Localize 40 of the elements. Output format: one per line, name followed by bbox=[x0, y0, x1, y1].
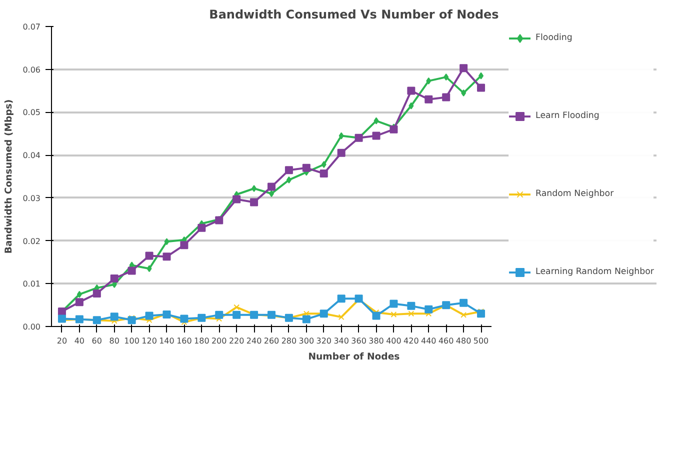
x-tick-label: 460 bbox=[438, 336, 454, 346]
y-tick-label: 0.05 bbox=[22, 108, 40, 118]
y-tick-label: 0.03 bbox=[22, 194, 40, 203]
x-tick-label: 440 bbox=[421, 336, 436, 346]
x-tick-label: 120 bbox=[142, 336, 157, 346]
y-tick-label: 0.01 bbox=[22, 280, 40, 289]
x-tick-label: 160 bbox=[176, 336, 192, 346]
x-tick-label: 260 bbox=[264, 336, 280, 346]
y-tick-label: 0.02 bbox=[22, 236, 40, 246]
x-tick-label: 360 bbox=[351, 336, 366, 346]
y-tick-label: 0.07 bbox=[22, 22, 40, 32]
legend-label: Random Neighbor bbox=[536, 189, 614, 199]
x-tick-label: 220 bbox=[228, 336, 244, 346]
x-tick-label: 340 bbox=[334, 336, 349, 346]
y-axis-title: Bandwidth Consumed (Mbps) bbox=[4, 99, 15, 254]
x-tick-label: 40 bbox=[74, 336, 85, 346]
x-tick-label: 500 bbox=[473, 336, 489, 346]
x-tick-label: 240 bbox=[246, 336, 262, 346]
chart-title: Bandwidth Consumed Vs Number of Nodes bbox=[209, 8, 499, 22]
x-tick-label: 200 bbox=[211, 336, 227, 346]
x-tick-label: 80 bbox=[109, 336, 120, 346]
legend-label: Learn Flooding bbox=[536, 111, 600, 121]
x-tick-label: 480 bbox=[456, 336, 472, 346]
x-tick-label: 420 bbox=[404, 336, 419, 346]
x-tick-label: 300 bbox=[298, 336, 314, 346]
legend-label: Learning Random Neighbor bbox=[536, 267, 654, 277]
x-tick-label: 280 bbox=[281, 336, 297, 346]
legend-label: Flooding bbox=[536, 33, 572, 43]
y-tick-label: 0.06 bbox=[22, 65, 40, 74]
x-tick-label: 320 bbox=[316, 336, 332, 346]
x-tick-label: 140 bbox=[159, 336, 174, 346]
x-tick-label: 180 bbox=[194, 336, 210, 346]
x-tick-label: 400 bbox=[386, 336, 402, 346]
x-tick-label: 380 bbox=[368, 336, 384, 346]
x-tick-label: 20 bbox=[56, 336, 68, 346]
y-tick-label: 0.04 bbox=[22, 151, 40, 160]
x-tick-label: 100 bbox=[124, 336, 140, 346]
y-tick-label: 0.00 bbox=[22, 322, 40, 332]
x-tick-label: 60 bbox=[92, 336, 102, 346]
x-axis-title: Number of Nodes bbox=[308, 352, 400, 362]
